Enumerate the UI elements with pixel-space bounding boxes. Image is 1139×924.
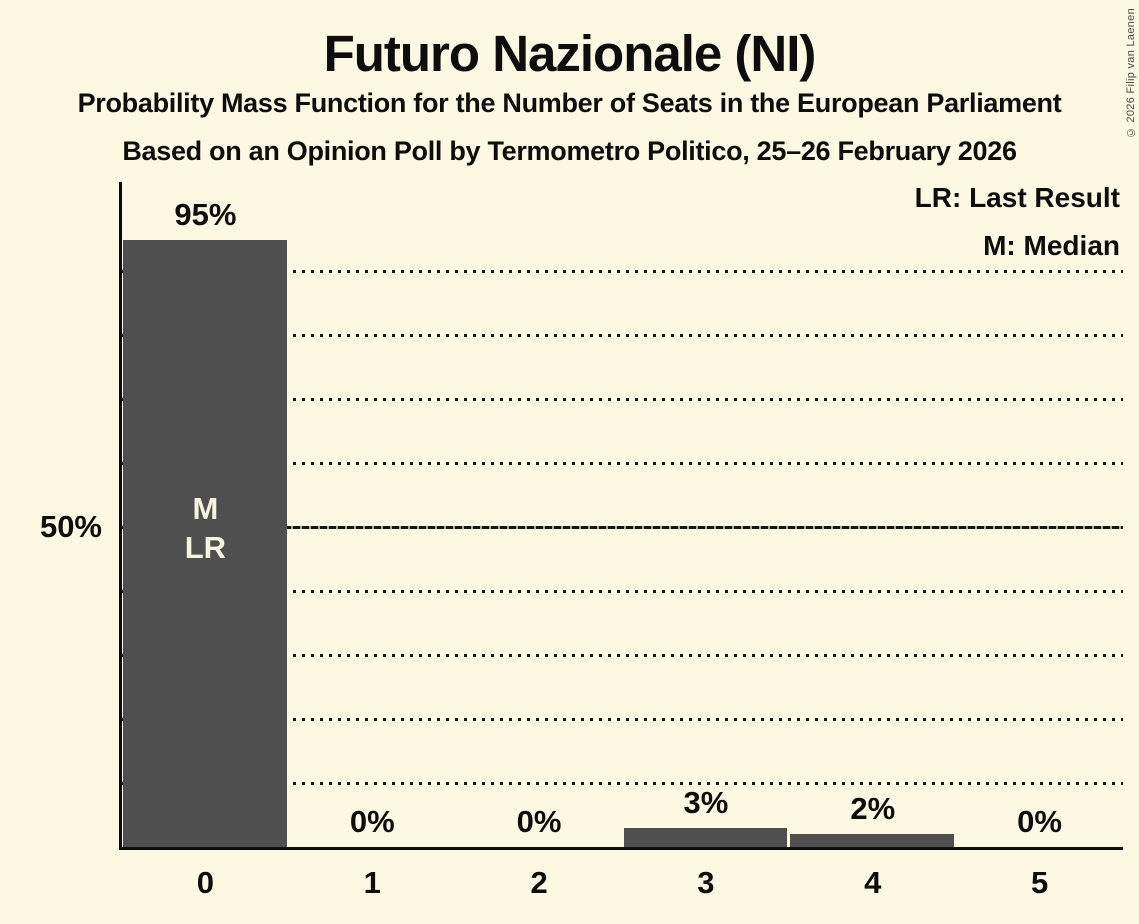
x-tick-label-5: 5 xyxy=(1030,865,1049,900)
plot-area: 95% 0 0% 1 0% 2 3% 3 2% 4 0% 5 M LR xyxy=(119,182,1123,900)
gridline xyxy=(122,653,1123,657)
bar-value-label-seat-1: 0% xyxy=(349,804,395,839)
gridline xyxy=(122,717,1123,721)
chart-subtitle-2: Based on an Opinion Poll by Termometro P… xyxy=(122,136,1017,166)
bar-value-label-seat-2: 0% xyxy=(516,804,562,839)
gridline xyxy=(122,398,1123,402)
annotation-line-lr: LR xyxy=(184,529,227,565)
bar-value-label-seat-4: 2% xyxy=(850,791,896,827)
bar-value-label-seat-5: 0% xyxy=(1017,804,1062,839)
x-tick-label-3: 3 xyxy=(697,865,715,900)
bar-seat-4 xyxy=(790,834,955,847)
bar-seat-0 xyxy=(123,239,287,847)
legend-last-result: LR: Last Result xyxy=(914,182,1120,213)
annotation-line-m: M xyxy=(192,490,219,526)
y-axis-50pct-label: 50% xyxy=(39,509,102,544)
x-tick-label-0: 0 xyxy=(196,865,215,900)
gridline xyxy=(122,781,1123,785)
gridline xyxy=(122,270,1123,274)
bar-value-label-seat-0: 95% xyxy=(174,196,237,232)
legend-median: M: Median xyxy=(983,230,1120,261)
chart-title: Futuro Nazionale (NI) xyxy=(323,25,817,82)
x-tick-label-1: 1 xyxy=(363,865,381,900)
x-tick-label-4: 4 xyxy=(864,865,882,900)
bar-value-label-seat-3: 3% xyxy=(683,784,729,820)
copyright-notice: © 2026 Filip van Laenen xyxy=(1125,8,1137,139)
gridline xyxy=(122,462,1123,466)
x-tick-label-2: 2 xyxy=(530,865,548,900)
bar-seat-3 xyxy=(623,827,788,847)
gridline-50pct xyxy=(122,526,1123,529)
chart-subtitle-1: Probability Mass Function for the Number… xyxy=(77,88,1062,118)
median-last-result-annotation: M LR xyxy=(185,489,226,567)
gridline xyxy=(122,334,1123,338)
legend: LR: Last Result M: Median xyxy=(915,184,1120,280)
gridline xyxy=(122,589,1123,593)
